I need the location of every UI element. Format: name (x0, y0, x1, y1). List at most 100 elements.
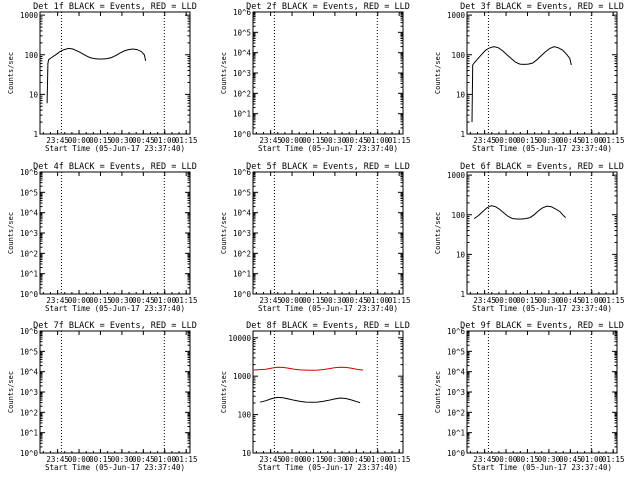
chart-title: Det 4f BLACK = Events, RED = LLD (33, 162, 197, 172)
y-tick-label: 10^1 (233, 110, 251, 119)
y-tick-label: 10 (456, 250, 466, 259)
x-tick-label: 00:00 (68, 296, 91, 305)
y-tick-label: 10^0 (20, 449, 39, 458)
chart-title: Det 3f BLACK = Events, RED = LLD (460, 2, 624, 12)
x-tick-label: 00:30 (324, 455, 347, 464)
y-tick-label: 10^0 (447, 449, 466, 458)
y-tick-label: 10^3 (20, 229, 38, 238)
y-tick-label: 10^3 (20, 388, 38, 397)
y-tick-label: 10^3 (447, 388, 465, 397)
y-tick-label: 10^6 (233, 168, 252, 177)
y-tick-label: 100 (451, 211, 465, 220)
y-tick-label: 10^5 (447, 347, 465, 356)
events-series-line (473, 205, 566, 220)
plot-frame (466, 11, 618, 135)
x-tick-label: 01:00 (153, 455, 176, 464)
x-tick-label: 01:00 (580, 296, 603, 305)
y-tick-label: 1 (33, 130, 38, 139)
y-tick-label: 10^2 (20, 249, 38, 258)
x-tick-label: 00:45 (559, 296, 582, 305)
x-axis-label: Start Time (05-Jun-17 23:37:40) (258, 144, 398, 153)
y-axis-label: Counts/sec (7, 371, 15, 413)
x-tick-label: 01:15 (388, 296, 411, 305)
x-tick-label: 00:15 (302, 296, 325, 305)
x-tick-label: 00:45 (132, 296, 155, 305)
x-tick-label: 01:15 (175, 136, 198, 145)
y-tick-label: 10^2 (233, 249, 251, 258)
x-tick-label: 00:30 (538, 455, 561, 464)
chart-title: Det 8f BLACK = Events, RED = LLD (246, 321, 410, 331)
y-axis-label: Counts/sec (434, 371, 442, 413)
chart-title: Det 2f BLACK = Events, RED = LLD (246, 2, 410, 12)
x-tick-label: 00:45 (345, 455, 368, 464)
y-tick-label: 100 (24, 51, 38, 60)
y-tick-label: 10 (29, 90, 39, 99)
x-tick-label: 01:15 (602, 296, 625, 305)
y-tick-label: 10000 (228, 334, 251, 343)
x-tick-label: 01:00 (580, 455, 603, 464)
x-axis-label: Start Time (05-Jun-17 23:37:40) (258, 304, 398, 313)
y-tick-label: 10^5 (233, 28, 251, 37)
x-tick-label: 00:30 (538, 296, 561, 305)
chart-panel-3: Det 3f BLACK = Events, RED = LLD 23:45 00:… (434, 2, 624, 153)
x-tick-label: 23:45 (259, 455, 282, 464)
x-tick-label: 01:15 (602, 455, 625, 464)
plot-frame (39, 330, 191, 454)
x-axis-label: Start Time (05-Jun-17 23:37:40) (472, 463, 612, 472)
chart-panel-6: Det 6f BLACK = Events, RED = LLD23:4500:… (434, 162, 624, 313)
x-tick-label: 23:45 (473, 455, 496, 464)
y-tick-label: 10^1 (20, 429, 38, 438)
x-tick-label: 00:15 (516, 455, 539, 464)
x-tick-label: 01:15 (602, 136, 625, 145)
x-tick-label: 23:45 (46, 136, 69, 145)
y-axis-label: Counts/sec (220, 371, 228, 413)
x-tick-label: 00:00 (281, 455, 304, 464)
x-tick-label: 23:45 (46, 296, 69, 305)
y-tick-label: 10^4 (233, 49, 252, 58)
x-tick-label: 23:45 (259, 296, 282, 305)
x-tick-label: 00:15 (89, 296, 112, 305)
x-tick-label: 23:45 (259, 136, 282, 145)
chart-title: Det 9f BLACK = Events, RED = LLD (460, 321, 624, 331)
x-tick-label: 00:45 (132, 455, 155, 464)
x-tick-label: 01:15 (175, 296, 198, 305)
x-tick-label: 00:00 (495, 296, 518, 305)
y-tick-label: 10^0 (233, 130, 252, 139)
y-tick-label: 1000 (447, 11, 466, 20)
y-axis-label: Counts/sec (7, 52, 15, 94)
x-tick-label: 00:15 (89, 136, 112, 145)
x-axis-label: Start Time (05-Jun-17 23:37:40) (258, 463, 398, 472)
x-tick-label: 01:00 (366, 455, 389, 464)
chart-panel-9: Det 9f BLACK = Events, RED = LLD 23:45 00:… (434, 321, 624, 472)
plot-frame (39, 11, 191, 135)
plot-frame (252, 330, 404, 454)
chart-panel-1: Det 1f BLACK = Events, RED = LLD 23:45 00:… (7, 2, 197, 153)
y-tick-label: 10^3 (233, 229, 251, 238)
plot-frame (466, 330, 618, 454)
y-tick-label: 10 (456, 90, 466, 99)
y-axis-label: Counts/sec (220, 212, 228, 254)
chart-panel-2: Det 2f BLACK = Events, RED = LLD23:4500:… (220, 2, 410, 153)
y-tick-label: 10^1 (447, 429, 465, 438)
chart-panel-4: Det 4f BLACK = Events, RED = LLD23:4500:… (7, 162, 197, 313)
x-axis-label: Start Time (05-Jun-17 23:37:40) (472, 144, 612, 153)
x-tick-label: 00:00 (281, 136, 304, 145)
plot-frame (252, 171, 404, 295)
plot-frame (39, 171, 191, 295)
events-series-line (259, 396, 361, 404)
chart-title: Det 7f BLACK = Events, RED = LLD (33, 321, 197, 331)
chart-title: Det 1f BLACK = Events, RED = LLD (33, 2, 197, 12)
y-tick-label: 10^2 (20, 408, 38, 417)
events-series-line (46, 47, 147, 104)
x-tick-label: 00:45 (345, 136, 368, 145)
y-tick-label: 10^0 (233, 290, 252, 299)
y-tick-label: 10^4 (20, 209, 39, 218)
x-tick-label: 00:15 (516, 136, 539, 145)
y-tick-label: 100 (451, 51, 465, 60)
y-axis-label: Counts/sec (7, 212, 15, 254)
x-tick-label: 23:45 (473, 136, 496, 145)
y-tick-label: 1 (460, 290, 465, 299)
y-tick-label: 1000 (20, 11, 39, 20)
x-tick-label: 01:00 (366, 136, 389, 145)
